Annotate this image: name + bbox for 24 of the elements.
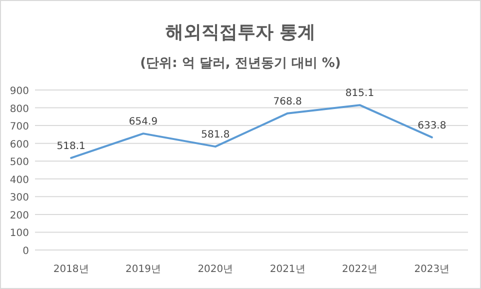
y-tick-label: 800: [10, 104, 29, 115]
x-tick-label: 2023년: [414, 264, 450, 275]
chart-title: 해외직접투자 통계: [165, 22, 316, 43]
chart-subtitle: (단위: 억 달러, 전년동기 대비 %): [140, 56, 341, 71]
x-tick-label: 2022년: [342, 264, 378, 275]
data-label: 768.8: [273, 96, 302, 108]
y-tick-label: 600: [10, 139, 29, 150]
y-tick-label: 500: [10, 157, 29, 168]
y-tick-label: 300: [10, 192, 29, 204]
x-tick-label: 2018년: [53, 264, 89, 275]
y-tick-label: 100: [10, 228, 29, 240]
y-tick-label: 0: [22, 246, 29, 257]
x-tick-label: 2021년: [270, 264, 306, 275]
y-tick-label: 400: [10, 174, 29, 186]
x-tick-label: 2019년: [126, 264, 161, 275]
data-label: 518.1: [56, 140, 86, 152]
data-label: 654.9: [128, 116, 158, 128]
data-label: 633.8: [418, 120, 446, 132]
y-tick-label: 700: [10, 122, 29, 133]
y-tick-label: 200: [10, 210, 29, 222]
y-tick-label: 900: [10, 86, 29, 97]
data-label: 815.1: [345, 88, 374, 100]
x-tick-label: 2020년: [198, 264, 234, 275]
data-label: 581.8: [201, 130, 230, 141]
